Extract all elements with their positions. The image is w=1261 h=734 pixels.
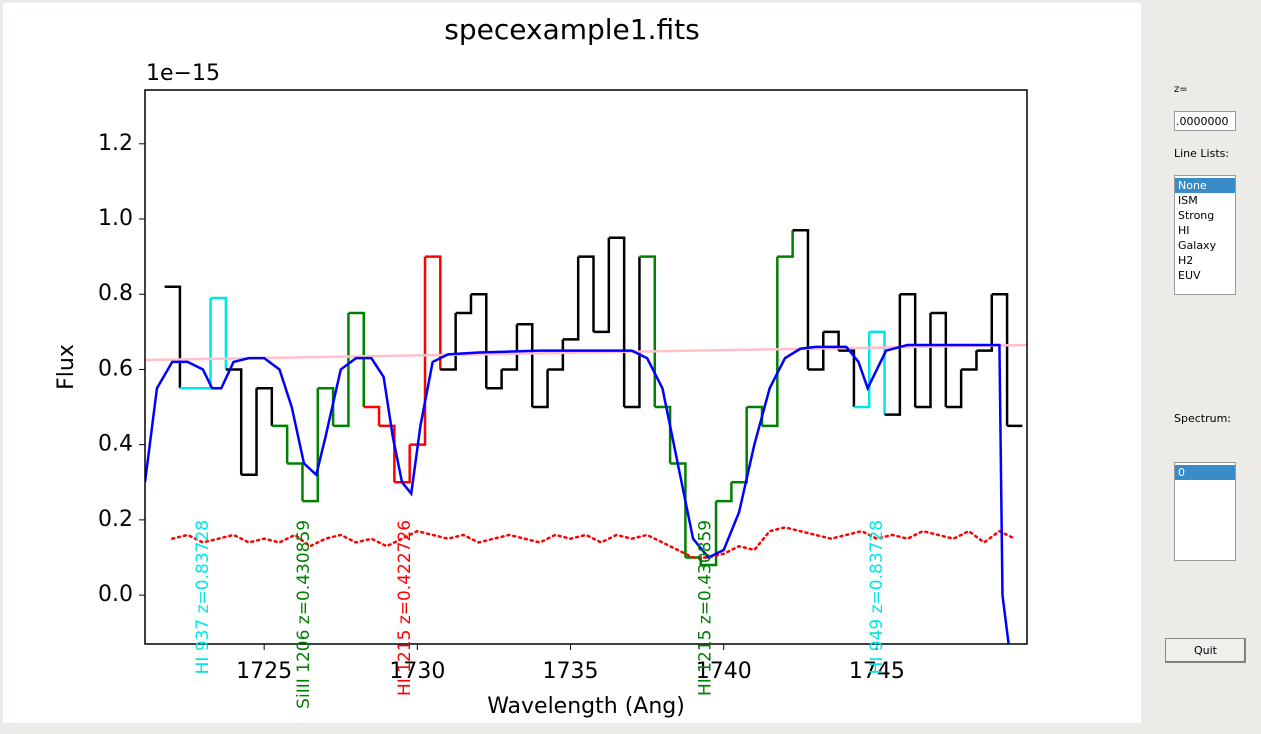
spectrum-step — [624, 256, 641, 409]
list-item[interactable]: ISM — [1178, 194, 1198, 207]
spectrum-step — [639, 255, 657, 408]
spectrum-step — [562, 256, 580, 341]
z-input[interactable]: .0000000 — [1174, 111, 1236, 131]
list-item[interactable]: EUV — [1178, 269, 1201, 282]
x-tick-label: 1740 — [696, 659, 752, 684]
y-tick-label: 0.2 — [98, 507, 133, 532]
spectrum-step — [363, 405, 381, 426]
spectrum-step — [516, 323, 534, 408]
list-item[interactable]: 0 — [1175, 465, 1235, 480]
z-label: z= — [1174, 84, 1188, 95]
spectrum-step — [884, 294, 902, 416]
model-line — [145, 343, 1027, 362]
spectrum-step — [731, 407, 748, 484]
spectrum-step — [823, 330, 840, 351]
spectrum-step — [915, 313, 932, 409]
list-item[interactable]: Galaxy — [1178, 239, 1217, 252]
list-item[interactable]: HI — [1178, 224, 1190, 237]
spectrum-step — [578, 255, 595, 332]
spectrum-step — [501, 324, 519, 371]
spectrum-step — [838, 349, 856, 408]
chart-title: specexample1.fits — [444, 13, 699, 46]
spectrum-step — [899, 292, 917, 408]
spectrum-step — [700, 501, 718, 567]
spectrum-step — [409, 256, 427, 446]
y-tick-label: 1.0 — [98, 206, 133, 231]
spectrum-step — [853, 331, 871, 409]
spectrum-step — [271, 424, 289, 464]
spectrum-step — [164, 285, 182, 389]
list-item[interactable]: H2 — [1178, 254, 1194, 267]
spectrum-step — [807, 331, 825, 371]
spectrum-step — [394, 444, 411, 484]
spectrum-step — [210, 296, 228, 370]
spectrum-step — [976, 294, 994, 352]
figure: specexample1.fits 1e−15 Wavelength (Ang)… — [3, 3, 1141, 723]
y-tick-label: 1.2 — [98, 131, 133, 156]
y-axis-label: Flux — [54, 344, 79, 390]
spectrum-step — [991, 292, 1009, 426]
spectrum-step — [440, 313, 457, 371]
spectrum-step — [547, 339, 565, 371]
y-tick-label: 0.6 — [98, 356, 133, 381]
spectrum-step — [348, 311, 365, 408]
quit-button[interactable]: Quit — [1165, 638, 1246, 663]
axes-frame — [144, 89, 1028, 645]
model-line — [145, 343, 1010, 644]
spectrum-step — [256, 387, 274, 426]
spectrum-step — [241, 388, 258, 477]
y-tick-label: 0.4 — [98, 432, 133, 457]
spectrum-step — [195, 297, 212, 390]
line-label: HI 1215 z=0.430859 — [695, 520, 715, 696]
spectrum-step — [455, 294, 473, 315]
list-item[interactable]: Strong — [1178, 209, 1215, 222]
spectrum-step — [945, 369, 963, 409]
spectrum-step — [532, 369, 549, 409]
spectrum-step — [225, 368, 243, 475]
line-lists-label: Line Lists: — [1174, 147, 1230, 160]
spectrum-step — [425, 255, 442, 370]
spectrum-label: Spectrum: — [1174, 412, 1232, 425]
spectrum-step — [287, 462, 304, 502]
line-lists-listbox[interactable]: None ISM Strong HI Galaxy H2 EUV — [1174, 175, 1236, 295]
spectrum-step — [470, 292, 488, 389]
line-label: HI 1215 z=0.422726 — [395, 520, 415, 696]
line-label: HI 949 z=0.83728 — [867, 520, 887, 675]
spectrum-step — [379, 424, 396, 483]
spectrum-step — [930, 311, 948, 408]
x-tick-label: 1735 — [543, 659, 599, 684]
spectrum-step — [792, 229, 810, 370]
spectrum-step — [654, 405, 672, 464]
plot-area — [145, 229, 1027, 644]
x-tick-label: 1745 — [849, 659, 905, 684]
spectrum-step — [333, 313, 350, 428]
spectrum-step — [777, 230, 794, 258]
spectrum-step — [486, 369, 503, 390]
spectrum-step — [762, 256, 779, 428]
x-tick-label: 1730 — [389, 659, 445, 684]
spectrum-step — [961, 350, 978, 371]
y-tick-label: 0.0 — [98, 582, 133, 607]
y-tick-label: 0.8 — [98, 281, 133, 306]
spectrum-step — [593, 237, 611, 334]
spectrum-step — [670, 462, 687, 558]
error-line — [171, 526, 1016, 559]
spectrum-step — [608, 236, 626, 408]
line-label: SiIII 1206 z=0.430859 — [294, 520, 314, 709]
y-offset-label: 1e−15 — [146, 61, 220, 86]
chart: specexample1.fits 1e−15 Wavelength (Ang)… — [54, 13, 1028, 719]
spectrum-listbox[interactable]: 0 — [1174, 462, 1236, 561]
list-item[interactable]: None — [1175, 178, 1235, 193]
x-axis-label: Wavelength (Ang) — [487, 694, 685, 719]
spectrum-step — [869, 330, 886, 415]
spectrum-step — [302, 388, 320, 503]
x-tick-label: 1725 — [236, 659, 292, 684]
spectrum-step — [716, 482, 733, 503]
spectrum-step — [317, 387, 335, 426]
line-label: HI 937 z=0.83728 — [193, 520, 213, 675]
